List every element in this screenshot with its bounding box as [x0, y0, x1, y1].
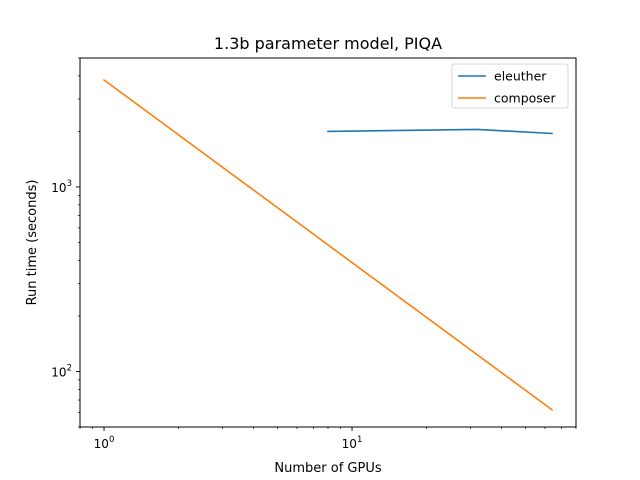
x-tick-label-exponent: 0: [109, 435, 114, 445]
x-tick-label-exponent: 1: [357, 435, 362, 445]
y-tick-label: 103: [51, 179, 72, 195]
x-axis-label: Number of GPUs: [274, 461, 381, 476]
series-layer: [102, 78, 554, 411]
chart-title: 1.3b parameter model, PIQA: [214, 34, 442, 53]
series-line-composer: [102, 78, 554, 411]
legend-box: [451, 63, 569, 109]
y-tick-label-base: 10: [51, 181, 66, 195]
legend: eleuther composer: [451, 63, 569, 109]
y-tick-label-exponent: 2: [67, 363, 72, 373]
plot-area: [80, 58, 576, 427]
y-tick-label-base: 10: [51, 365, 66, 379]
y-tick-label-exponent: 3: [67, 179, 72, 189]
plot-frame: [79, 57, 577, 428]
legend-label-eleuther: eleuther: [494, 69, 547, 84]
x-tick-label-base: 10: [94, 437, 109, 451]
x-tick-label-base: 10: [342, 437, 357, 451]
x-tick-label: 101: [342, 435, 363, 451]
legend-label-composer: composer: [494, 91, 556, 106]
y-tick-label: 102: [51, 363, 72, 379]
x-tick-label: 100: [94, 435, 115, 451]
y-axis-label: Run time (seconds): [25, 180, 40, 306]
series-line-eleuther: [327, 128, 553, 135]
